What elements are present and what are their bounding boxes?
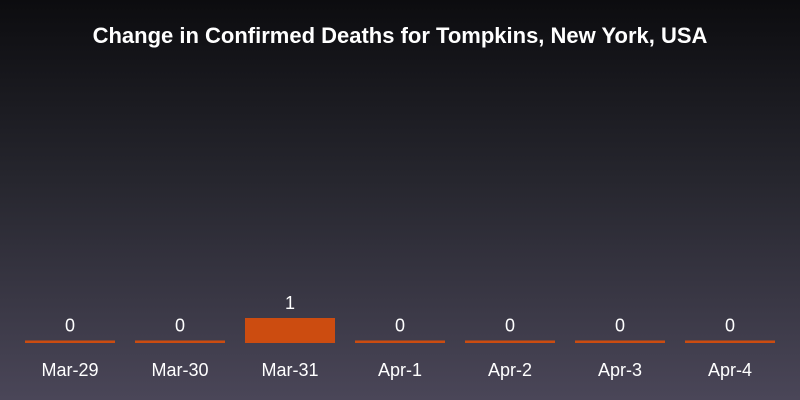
bar-apr-2 <box>465 340 555 343</box>
bar-apr-3 <box>575 340 665 343</box>
value-label-mar-30: 0 <box>175 316 185 336</box>
value-label-apr-4: 0 <box>725 316 735 336</box>
value-label-mar-31: 1 <box>285 293 295 313</box>
bar-mar-31 <box>245 318 335 343</box>
value-label-mar-29: 0 <box>65 316 75 336</box>
bar-mar-30 <box>135 340 225 343</box>
tick-label-apr-2: Apr-2 <box>488 360 532 380</box>
bar-apr-4 <box>685 340 775 343</box>
value-label-apr-3: 0 <box>615 316 625 336</box>
bars-layer <box>25 318 775 343</box>
tick-label-mar-31: Mar-31 <box>261 360 318 380</box>
tick-labels-layer: Mar-29 Mar-30 Mar-31 Apr-1 Apr-2 Apr-3 Apr-4 <box>41 360 752 380</box>
chart-title: Change in Confirmed Deaths for Tompkins,… <box>93 23 708 48</box>
value-label-apr-2: 0 <box>505 316 515 336</box>
value-label-apr-1: 0 <box>395 316 405 336</box>
tick-label-apr-4: Apr-4 <box>708 360 752 380</box>
tick-label-mar-30: Mar-30 <box>151 360 208 380</box>
tick-label-apr-3: Apr-3 <box>598 360 642 380</box>
value-labels-layer: 0 0 1 0 0 0 0 <box>65 293 735 336</box>
tick-label-apr-1: Apr-1 <box>378 360 422 380</box>
bar-mar-29 <box>25 340 115 343</box>
bar-apr-1 <box>355 340 445 343</box>
tick-label-mar-29: Mar-29 <box>41 360 98 380</box>
